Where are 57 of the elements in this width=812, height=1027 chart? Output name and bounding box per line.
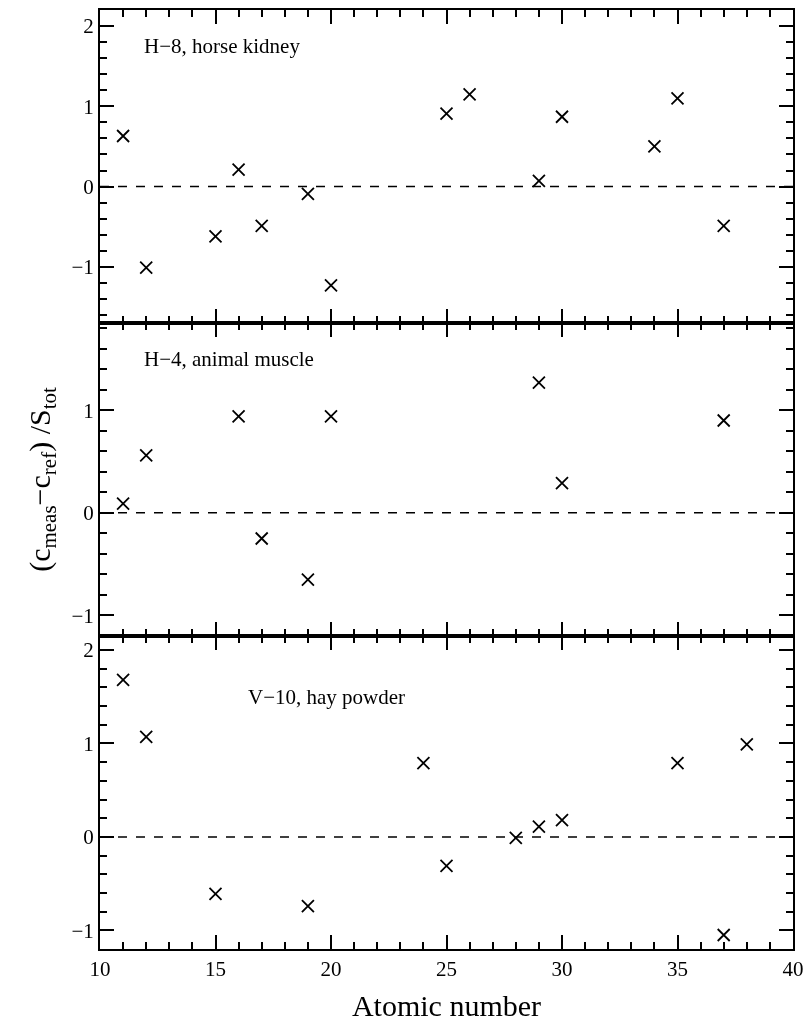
point [439,858,454,873]
y-tick-label: 2 [83,638,94,663]
x-tick-label: 25 [436,957,457,982]
point [324,278,338,293]
x-tick-label: 40 [782,957,804,982]
point [139,260,154,275]
point [208,886,223,901]
point [301,899,315,913]
point [532,819,546,834]
annotation: H−4, animal muscle [144,347,314,371]
point [139,448,154,463]
point [439,106,454,121]
y-tick-label: −1 [71,603,94,628]
point [231,409,246,424]
point [231,162,246,177]
point [647,139,662,154]
point [555,813,569,827]
point [532,375,546,390]
annotation: V−10, hay powder [248,685,406,709]
y-tick-label: 1 [83,398,94,423]
y-tick-label: −1 [71,255,94,280]
point [555,109,569,124]
y-tick-label: 0 [83,501,94,526]
x-tick-label: 15 [205,957,226,982]
x-tick-label: 35 [667,957,688,982]
point [116,496,130,511]
x-tick-label: 30 [551,957,573,982]
point [462,87,477,102]
point [670,91,685,106]
point [532,174,546,188]
point [416,756,431,770]
y-tick-label: 1 [83,731,94,756]
point [739,737,754,752]
point [116,129,130,143]
y-tick-label: 0 [83,825,94,850]
y-tick-label: −1 [71,918,94,943]
point [324,409,338,424]
point [555,476,569,490]
x-tick-label: 10 [89,957,111,982]
y-tick-label: 2 [83,14,94,39]
point [716,413,731,428]
point [716,928,731,942]
x-axis-title: Atomic number [351,989,542,1023]
point [139,730,154,744]
point [254,218,269,233]
point [254,531,269,546]
point [116,673,130,687]
point [716,218,731,233]
point [670,756,685,770]
y-tick-label: 1 [83,94,94,119]
point [301,572,315,587]
point [508,830,523,845]
point [301,186,315,201]
annotation: H−8, horse kidney [144,34,301,58]
point [208,229,223,244]
x-tick-label: 20 [320,957,342,982]
y-tick-label: 0 [83,174,94,199]
